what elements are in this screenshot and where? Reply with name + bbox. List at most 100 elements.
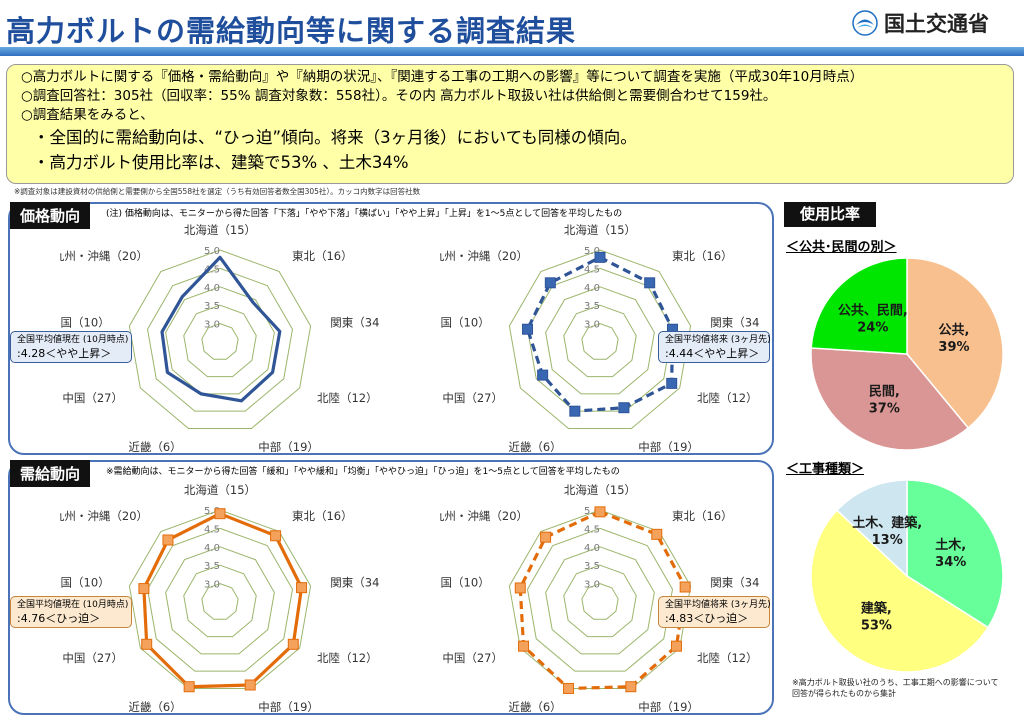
radar-grid-ring (201, 323, 239, 360)
radar-category-label: 近畿（6） (508, 440, 561, 452)
pie1-title: ＜公共･民間の別＞ (786, 240, 897, 255)
pie-slice (810, 509, 990, 673)
demand-trend-panel (8, 460, 774, 715)
pie-slice (810, 347, 970, 451)
pie-slice-percent: 37% (869, 401, 900, 416)
logo-text: 国土交通省 (884, 12, 989, 36)
price-current-average-title: 全国平均値現在 (10月時点) (17, 335, 129, 345)
usage-ratio-note-line2: 回答が得られたものから集計 (792, 689, 896, 698)
radar-grid-ring (545, 546, 655, 655)
pie-slice-percent: 24% (857, 321, 888, 336)
radar-data-point (296, 582, 308, 594)
radar-category-label: 北海道（15） (564, 483, 636, 497)
radar-grid-ring (146, 267, 294, 412)
radar-data-point (651, 528, 663, 540)
radar-data-point (141, 638, 153, 650)
radar-category-label: 北陸（12） (317, 651, 378, 665)
radar-tick-label: 4.0 (204, 543, 220, 554)
title-rule (0, 47, 1024, 56)
ministry-logo: 国土交通省 (852, 8, 989, 38)
summary-line-1: ○高力ボルトに関する『価格・需給動向』や『納期の状況』、『関連する工事の工期への… (21, 69, 864, 85)
radar-category-label: 関東（34） (710, 576, 760, 590)
radar-category-label: 中国（27） (62, 391, 123, 405)
summary-line-3: ○調査結果をみると、 (21, 107, 154, 123)
radar-data-point (522, 323, 534, 335)
pie-slice-percent: 39% (938, 340, 969, 355)
radar-tick-label: 3.0 (584, 320, 600, 331)
radar-tick-label: 4.5 (204, 524, 220, 535)
radar-grid-ring (545, 286, 655, 395)
radar-grid-ring (128, 249, 312, 429)
radar-category-label: 北海道（15） (184, 483, 256, 497)
pie-slice-label: 公共, (938, 322, 969, 338)
radar-category-label: 関東（34） (330, 316, 380, 330)
radar-grid-ring (165, 286, 275, 395)
demand-future-average-value: :4.83＜ひっ迫＞ (665, 612, 749, 625)
radar-series-line (160, 255, 282, 403)
radar-category-label: 北陸（12） (697, 651, 758, 665)
price-trend-label: 価格動向 (10, 202, 91, 229)
radar-category-label: 中部（19） (638, 440, 699, 452)
demand-current-average-title: 全国平均値現在 (10月時点) (17, 600, 129, 610)
radar-data-point (518, 640, 530, 652)
radar-data-point (618, 402, 630, 414)
demand-future-average-title: 全国平均値将来 (3ヶ月先) (665, 600, 771, 610)
radar-category-label: 四国（10） (440, 316, 490, 330)
radar-category-label: 九州・沖縄（20） (440, 249, 528, 263)
radar-tick-label: 4.0 (584, 543, 600, 554)
radar-category-label: 九州・沖縄（20） (440, 509, 528, 523)
price-radar-current: 3.0 3.5 4.0 4.5 5.0 北海道（15） 東北（16） 関東（34） 北陸（12）… (60, 223, 380, 452)
usage-ratio-label: 使用比率 (784, 202, 876, 227)
price-current-average: 全国平均値現在 (10月時点) :4.28＜やや上昇＞ (10, 331, 132, 363)
pie-slice-label: 公共、民間, (838, 303, 908, 319)
radar-tick-label: 4.5 (204, 264, 220, 275)
radar-data-point (679, 581, 691, 593)
radar-series-line (525, 255, 675, 413)
summary-box: ○高力ボルトに関する『価格・需給動向』や『納期の状況』、『関連する工事の工期への… (6, 64, 1014, 184)
radar-tick-label: 4.5 (584, 264, 600, 275)
radar-grid-ring (183, 564, 257, 638)
radar-data-point (287, 638, 299, 650)
price-current-average-value: :4.28＜やや上昇＞ (17, 347, 112, 360)
pie-slice-label: 建築, (861, 600, 892, 616)
mlit-logo-icon (852, 10, 878, 36)
radar-data-point (537, 369, 549, 381)
radar-grid-ring (526, 527, 674, 672)
radar-category-label: 北海道（15） (184, 223, 256, 237)
radar-data-point (244, 679, 256, 691)
price-radar-future: 3.0 3.5 4.0 4.5 5.0 北海道（15） 東北（16） 関東（34） 北陸（12）… (440, 223, 760, 452)
radar-data-point (625, 681, 637, 693)
radar-category-label: 中国（27） (62, 651, 123, 665)
radar-category-label: 九州・沖縄（20） (60, 249, 148, 263)
demand-trend-label: 需給動向 (10, 460, 91, 487)
radar-category-label: 中部（19） (258, 440, 319, 452)
pie-slice-label: 民間, (869, 384, 900, 399)
radar-category-label: 近畿（6） (508, 700, 561, 712)
radar-grid-ring (128, 509, 312, 689)
demand-trend-note: ※需給動向は、モニターから得た回答「緩和」「やや緩和」「均衡」「ややひっ迫」「ひ… (106, 467, 620, 477)
price-future-average-value: :4.44＜やや上昇＞ (665, 347, 760, 360)
radar-tick-label: 4.0 (584, 283, 600, 294)
price-future-average-title: 全国平均値将来 (3ヶ月先) (665, 335, 771, 345)
summary-line-4: ・全国的に需給動向は、“ひっ迫”傾向。将来（3ヶ月後）においても同様の傾向。 (33, 128, 637, 147)
radar-data-point (666, 377, 678, 389)
radar-category-label: 中国（27） (442, 391, 503, 405)
radar-data-point (162, 534, 174, 546)
pie-slice (906, 257, 1004, 430)
demand-future-average: 全国平均値将来 (3ヶ月先) :4.83＜ひっ迫＞ (658, 596, 771, 628)
radar-data-point (594, 506, 606, 518)
radar-data-point (544, 277, 556, 289)
pie-slice-percent: 34% (935, 555, 966, 570)
radar-tick-label: 5.0 (204, 506, 220, 517)
demand-radar-current: 3.0 3.5 4.0 4.5 5.0 北海道（15） 東北（16） 関東（34） 北陸（12）… (60, 483, 380, 712)
public-private-pie: 公共, 39% 民間, 37% 公共、民間, 24% (810, 257, 1004, 451)
radar-tick-label: 5.0 (584, 246, 600, 257)
radar-grid-ring (146, 527, 294, 672)
price-trend-note: (注) 価格動向は、モニターから得た回答「下落」「やや下落」「横ばい」「やや上昇… (106, 209, 623, 219)
radar-category-label: 中部（19） (638, 700, 699, 712)
radar-data-point (270, 530, 282, 542)
radar-category-label: 四国（10） (440, 576, 490, 590)
radar-data-point (569, 405, 581, 417)
radar-grid-ring (563, 564, 637, 638)
demand-radar-future: 3.0 3.5 4.0 4.5 5.0 北海道（15） 東北（16） 関東（34） 北陸（12）… (440, 483, 760, 712)
